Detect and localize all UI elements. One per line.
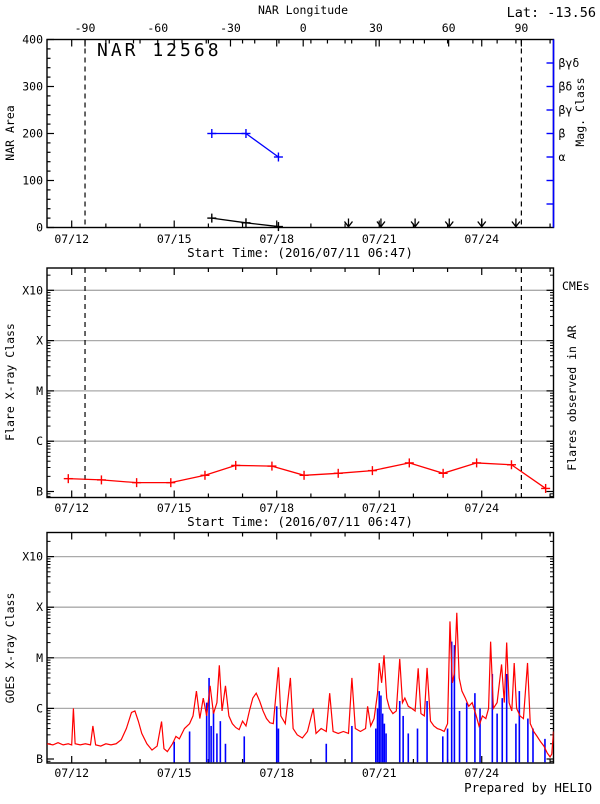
y-tick-label: 400 [22,33,43,47]
flares-in-ar-panel: B C M X X10 07/12 07/15 07/18 07/21 07/24 Start Ti… [3,267,590,529]
longitude-tick-label: -90 [75,21,96,35]
x-tick-label: 07/21 [362,766,397,780]
x-tick-label: 07/15 [157,501,192,515]
tick [410,221,416,228]
goes-flux-series [47,612,554,758]
mag-class-tick-label: β [559,127,566,141]
flare-class-tick-label: C [36,434,43,448]
longitude-axis-title: NAR Longitude [258,3,348,17]
down-arrow-marker [410,218,420,228]
tick [380,221,386,228]
x-tick-label: 07/24 [464,232,499,246]
cmes-label: CMEs [562,279,590,293]
down-arrow-marker [444,218,454,228]
flare-class-tick-label: C [36,701,43,715]
mag-class-series [207,129,283,162]
x-tick-label: 07/24 [464,501,499,515]
mag-class-axis-title: Mag. Class [573,77,587,146]
tick [343,221,349,228]
flare-class-tick-label: X10 [22,550,43,564]
longitude-tick-label: 90 [514,21,528,35]
panel-border [46,38,555,229]
tick [414,221,420,228]
flare-class-tick-label: X [36,334,43,348]
event-bars-series [173,641,546,763]
start-time-label: Start Time: (2016/07/11 06:47) [187,245,413,260]
y-tick-label: 300 [22,80,43,94]
y-tick-label: 100 [22,174,43,188]
longitude-tick-label: 0 [300,21,307,35]
mag-class-tick-label: βδ [559,80,573,94]
tick [347,221,353,228]
x-tick-label: 07/15 [157,766,192,780]
flare-class-tick-label: B [36,752,43,766]
panel-border [46,531,555,764]
tick [448,221,454,228]
tick [481,221,487,228]
tick [376,221,382,228]
flare-class-tick-label: M [36,384,43,398]
flare-class-axis-title: Flare X-ray Class [3,323,17,441]
y-tick-label: 200 [22,127,43,141]
tick [511,221,517,228]
panel-border [46,267,555,499]
longitude-tick-label: 30 [369,21,383,35]
x-tick-label: 07/12 [54,232,89,246]
longitude-tick-label: -30 [220,21,241,35]
latitude-label: Lat: -13.56 [507,5,596,21]
mag-class-tick-label: βγ [559,103,573,117]
y-tick-label: 0 [36,221,43,235]
goes-xray-panel: B C M X X10 07/12 07/15 07/18 07/21 07/24 GOES X-r… [3,531,592,795]
flare-class-series [63,458,551,493]
flares-observed-label: Flares observed in AR [565,325,579,470]
x-tick-label: 07/12 [54,766,89,780]
nar-area-panel: 0 100 200 300 400 -90 -60 -30 0 30 60 90 NAR Longitu… [3,3,596,260]
goes-class-axis-title: GOES X-ray Class [3,593,17,704]
down-arrow-marker [343,218,353,228]
longitude-tick-label: 60 [442,21,456,35]
down-arrow-marker [477,218,487,228]
flare-class-tick-label: M [36,651,43,665]
prepared-by-credit: Prepared by HELIO [464,780,592,795]
plot-title: NAR 12568 [97,40,222,61]
x-tick-label: 07/24 [464,766,499,780]
start-time-label: Start Time: (2016/07/11 06:47) [187,514,413,529]
x-tick-label: 07/12 [54,501,89,515]
nar-area-series [207,213,283,232]
flare-class-tick-label: X10 [22,283,43,297]
nar-area-axis-title: NAR Area [3,105,17,160]
x-tick-label: 07/18 [259,501,294,515]
x-tick-label: 07/18 [259,232,294,246]
down-arrow-marker [376,218,386,228]
x-tick-label: 07/15 [157,232,192,246]
goes-flux-line [47,612,554,758]
mag-class-tick-label: βγδ [559,56,580,70]
x-tick-label: 07/21 [362,232,397,246]
tick [515,221,521,228]
x-tick-label: 07/18 [259,766,294,780]
longitude-tick-label: -60 [147,21,168,35]
down-arrow-marker [511,218,521,228]
flare-class-tick-label: X [36,600,43,614]
mag-class-tick-label: α [559,150,566,164]
x-tick-label: 07/21 [362,501,397,515]
flare-class-tick-label: B [36,485,43,499]
tick [444,221,450,228]
tick [477,221,483,228]
